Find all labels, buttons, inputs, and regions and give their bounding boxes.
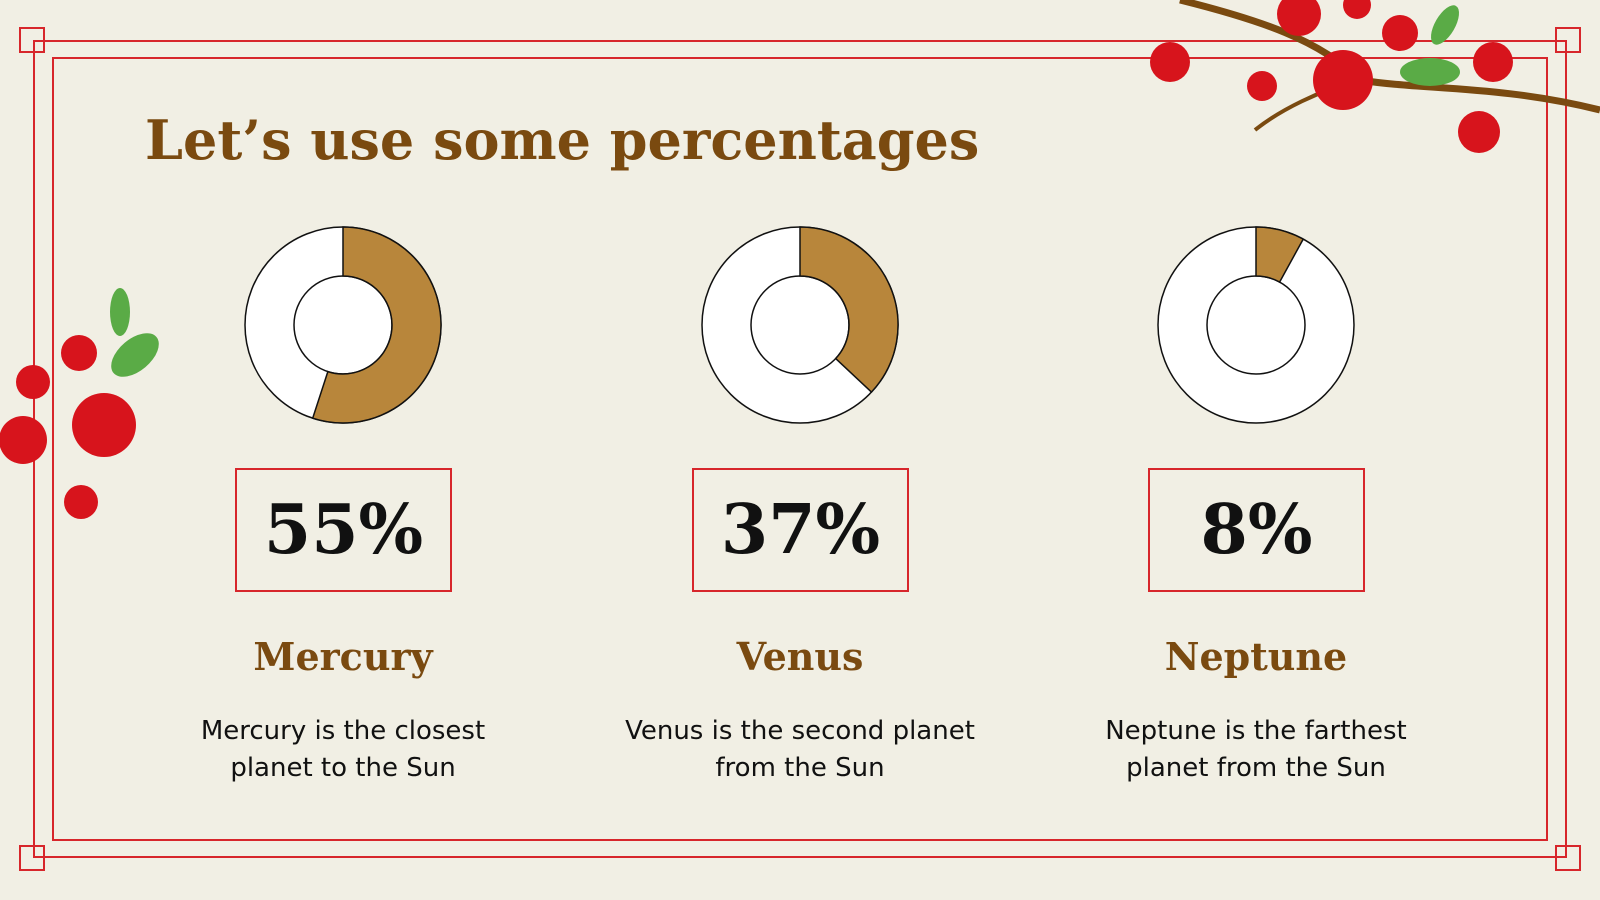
blossom-branch — [1150, 0, 1600, 153]
planet-name: Neptune — [1164, 634, 1348, 679]
blossom-left — [0, 288, 159, 519]
donut-inner — [1206, 275, 1306, 375]
planet-description: Mercury is the closest planet to the Sun — [200, 716, 486, 783]
planet-description: Neptune is the farthest planet from the … — [1105, 716, 1407, 783]
percent-label: 55% — [235, 468, 452, 592]
planet-name: Mercury — [253, 634, 433, 679]
percent-label: 8% — [1148, 468, 1365, 592]
planet-name: Venus — [736, 634, 864, 679]
donut-segment — [1255, 226, 1305, 284]
percent-label: 37% — [692, 468, 909, 592]
slide-title: Let’s use some percentages — [145, 108, 980, 172]
donut-segment — [799, 226, 899, 394]
planet-description: Venus is the second planet from the Sun — [625, 716, 975, 783]
donut-segment — [311, 226, 442, 424]
